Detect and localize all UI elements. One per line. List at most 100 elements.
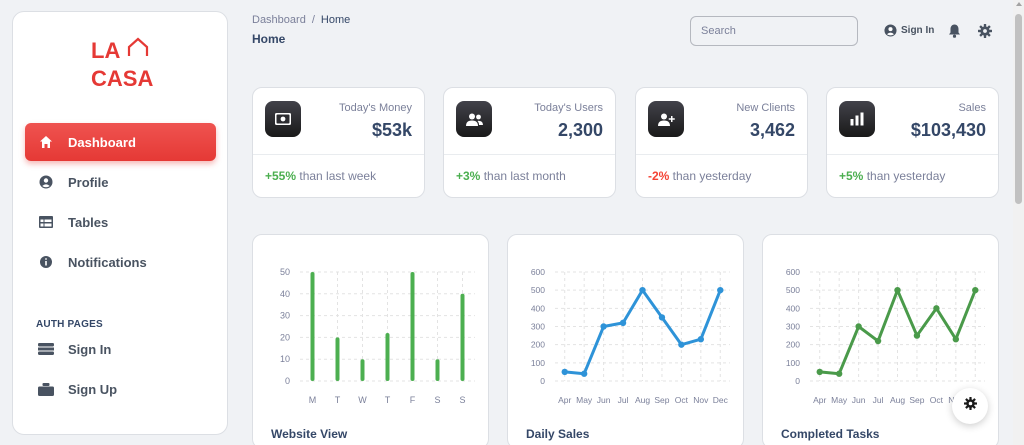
bar xyxy=(435,359,440,381)
website-view-chart: 0 10 20 30 40 50 M T W T F S S xyxy=(280,267,475,405)
daily-sales-chart: 0 100 200 300 400 500 600 Apr May Jun Jul Aug Sep Oct… xyxy=(531,267,730,405)
chart-title: Daily Sales xyxy=(526,427,590,441)
settings-fab-button[interactable] xyxy=(952,388,988,424)
x-tick-label: S xyxy=(434,395,440,405)
svg-text:LA: LA xyxy=(91,38,120,63)
sidebar-item-sign-in[interactable]: Sign In xyxy=(25,330,216,368)
divider xyxy=(444,154,615,155)
y-tick-label: 0 xyxy=(285,376,290,386)
data-point xyxy=(874,337,882,345)
scrollbar-thumb[interactable] xyxy=(1015,14,1022,204)
sidebar-item-dashboard[interactable]: Dashboard xyxy=(25,123,216,161)
completed-tasks-chart: 0 100 200 300 400 500 600 Apr May Jun Jul Aug Sep Oct… xyxy=(786,267,985,405)
stat-change: +3% xyxy=(456,169,481,183)
sign-in-icon xyxy=(38,341,54,357)
y-tick-label: 40 xyxy=(280,289,290,299)
sidebar-item-label: Notifications xyxy=(68,254,147,270)
wallet-icon xyxy=(265,101,301,137)
auth-pages-heading: AUTH PAGES xyxy=(36,319,103,330)
x-tick-label: Oct xyxy=(675,395,689,405)
bar xyxy=(460,293,465,381)
stat-card-sales: Sales $103,430 +5% than yesterday xyxy=(826,87,999,198)
breadcrumb-link-dashboard[interactable]: Dashboard xyxy=(252,14,306,26)
scroll-up-arrow-icon[interactable] xyxy=(1016,2,1022,6)
stat-card-money: Today's Money $53k +55% than last week xyxy=(252,87,425,198)
search-input[interactable] xyxy=(690,16,858,46)
home-icon xyxy=(38,134,54,150)
sign-in-link[interactable]: Sign In xyxy=(884,24,934,37)
y-tick-label: 100 xyxy=(531,358,545,368)
x-tick-label: Jun xyxy=(597,395,611,405)
data-point xyxy=(972,286,979,294)
page-scrollbar[interactable] xyxy=(1013,0,1024,445)
divider xyxy=(253,154,424,155)
x-tick-label: M xyxy=(309,395,317,405)
data-point xyxy=(933,305,940,312)
stat-label: New Clients xyxy=(736,102,795,114)
sidebar-item-profile[interactable]: Profile xyxy=(25,163,216,201)
x-tick-label: T xyxy=(385,395,391,405)
x-tick-label: W xyxy=(358,395,367,405)
sidebar-item-label: Sign Up xyxy=(68,381,118,397)
data-point xyxy=(580,370,588,377)
y-tick-label: 0 xyxy=(540,376,545,386)
breadcrumb-separator: / xyxy=(311,14,315,26)
stat-change-text: than last month xyxy=(480,169,566,183)
y-tick-label: 200 xyxy=(531,340,545,350)
y-tick-label: 20 xyxy=(280,332,290,342)
x-tick-label: Sep xyxy=(654,395,669,405)
x-tick-label: Dec xyxy=(713,395,729,405)
stat-card-clients: New Clients 3,462 -2% than yesterday xyxy=(635,87,808,198)
data-point xyxy=(816,368,823,376)
stat-label: Sales xyxy=(958,102,986,114)
stat-value: 2,300 xyxy=(557,120,603,140)
x-tick-label: Jul xyxy=(618,395,629,405)
divider xyxy=(827,154,998,155)
sign-up-icon xyxy=(38,381,54,397)
y-tick-label: 400 xyxy=(786,303,800,313)
sidebar-item-label: Dashboard xyxy=(68,134,136,150)
y-tick-label: 500 xyxy=(786,285,800,295)
sidebar-item-notifications[interactable]: Notifications xyxy=(25,243,216,281)
stat-footer: +5% than yesterday xyxy=(839,169,945,183)
stat-label: Today's Money xyxy=(338,102,412,114)
stat-change: +55% xyxy=(265,169,297,183)
stat-footer: +3% than last month xyxy=(456,169,566,183)
y-tick-label: 0 xyxy=(795,376,800,386)
y-tick-label: 200 xyxy=(786,340,800,350)
stat-value: $53k xyxy=(371,120,412,140)
sidebar-item-tables[interactable]: Tables xyxy=(25,203,216,241)
chart-card-website-view: 0 10 20 30 40 50 M T W T F S S Website View xyxy=(252,234,489,445)
data-point xyxy=(717,286,724,294)
stat-change-text: than yesterday xyxy=(669,169,752,183)
x-tick-label: Oct xyxy=(930,395,944,405)
chart-title: Website View xyxy=(271,427,348,441)
svg-text:CASA: CASA xyxy=(91,66,153,91)
data-point xyxy=(952,336,960,343)
bar-chart-icon xyxy=(839,101,875,137)
x-tick-label: May xyxy=(576,395,593,405)
x-tick-label: Aug xyxy=(635,395,650,405)
data-point xyxy=(561,368,568,376)
bar xyxy=(410,272,415,381)
x-tick-label: T xyxy=(335,395,341,405)
y-tick-label: 400 xyxy=(531,303,545,313)
gear-icon[interactable] xyxy=(978,24,992,43)
x-tick-label: S xyxy=(459,395,465,405)
data-point xyxy=(619,319,627,327)
logo[interactable]: LA CASA xyxy=(91,36,161,98)
user-plus-icon xyxy=(648,101,684,137)
data-point xyxy=(697,336,705,343)
y-tick-label: 10 xyxy=(280,354,290,364)
x-tick-label: Apr xyxy=(558,395,571,405)
table-icon xyxy=(38,214,54,230)
user-circle-icon xyxy=(38,174,54,190)
bell-icon[interactable] xyxy=(948,24,961,43)
x-tick-label: Aug xyxy=(890,395,905,405)
data-point xyxy=(600,323,607,330)
x-tick-label: Nov xyxy=(693,395,709,405)
sidebar-item-sign-up[interactable]: Sign Up xyxy=(25,370,216,408)
stat-label: Today's Users xyxy=(534,102,603,114)
page-title: Home xyxy=(252,32,286,46)
bar xyxy=(310,272,315,381)
